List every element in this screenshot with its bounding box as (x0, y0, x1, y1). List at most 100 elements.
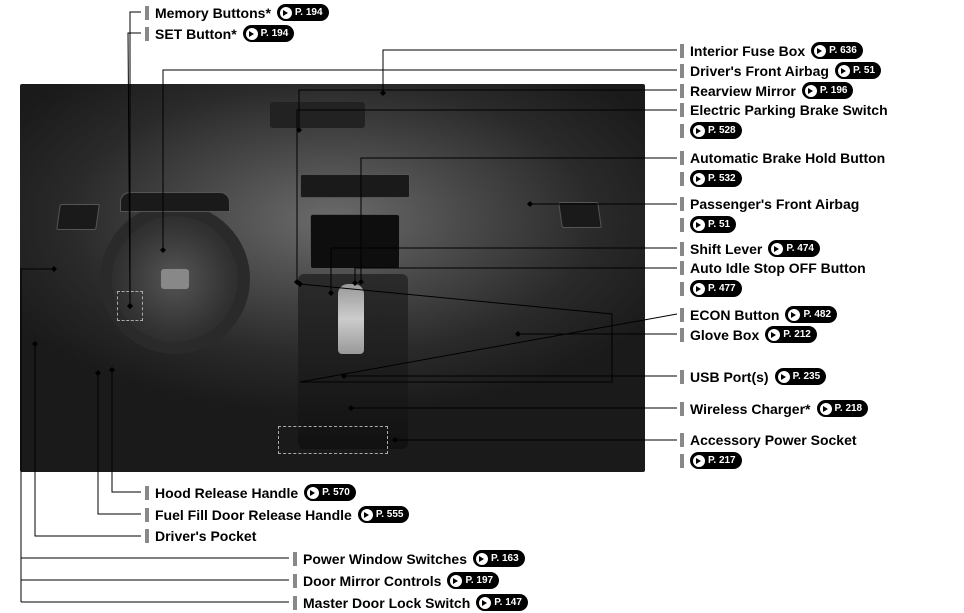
label-tick (145, 486, 149, 500)
label-text: ECON Button (690, 307, 779, 323)
label-text: Memory Buttons* (155, 5, 271, 21)
page-ref-text: P. 147 (494, 597, 522, 608)
dashboard-photo (20, 84, 645, 472)
label-glove-box: Glove Box P. 212 (680, 326, 817, 343)
page-ref-text: P. 528 (708, 125, 736, 136)
arrow-icon (805, 85, 817, 97)
steering-wheel (100, 204, 250, 354)
label-auto-brake-hold: Automatic Brake Hold Button (680, 150, 885, 166)
dashed-box-memory (117, 291, 143, 321)
label-auto-brake-hold-pageref: P. 532 (680, 170, 742, 187)
page-ref-text: P. 570 (322, 487, 350, 498)
page-ref-text: P. 163 (491, 553, 519, 564)
label-tick (680, 84, 684, 98)
label-wireless-charger: Wireless Charger* P. 218 (680, 400, 868, 417)
page-ref-text: P. 555 (376, 509, 404, 520)
label-text: Master Door Lock Switch (303, 595, 470, 611)
page-ref-pill: P. 212 (765, 326, 817, 343)
label-tick (680, 64, 684, 78)
label-auto-idle-stop: Auto Idle Stop OFF Button (680, 260, 866, 276)
arrow-icon (820, 403, 832, 415)
label-text: Glove Box (690, 327, 759, 343)
arrow-icon (814, 45, 826, 57)
label-tick (680, 124, 684, 138)
label-shift-lever: Shift Lever P. 474 (680, 240, 820, 257)
cluster-hood (120, 192, 230, 212)
label-text: Auto Idle Stop OFF Button (690, 260, 866, 276)
page-ref-pill: P. 235 (775, 368, 827, 385)
label-tick (680, 328, 684, 342)
label-text: Rearview Mirror (690, 83, 796, 99)
center-top-vent (300, 174, 410, 198)
label-tick (293, 596, 297, 610)
label-memory-buttons: Memory Buttons* P. 194 (145, 4, 329, 21)
arrow-icon (280, 7, 292, 19)
label-tick (680, 370, 684, 384)
label-tick (293, 574, 297, 588)
page-ref-text: P. 474 (786, 243, 814, 254)
page-ref-pill: P. 217 (690, 452, 742, 469)
page-ref-pill: P. 636 (811, 42, 863, 59)
label-text: Shift Lever (690, 241, 762, 257)
arrow-icon (693, 455, 705, 467)
page-ref-text: P. 51 (853, 65, 875, 76)
right-vent (558, 202, 602, 228)
page-ref-text: P. 482 (803, 309, 831, 320)
arrow-icon (246, 28, 258, 40)
page-ref-text: P. 636 (829, 45, 857, 56)
label-drivers-front-airbag: Driver's Front AirbagP. 51 (680, 62, 881, 79)
label-hood-release: Hood Release HandleP. 570 (145, 484, 356, 501)
page-ref-pill: P. 482 (785, 306, 837, 323)
label-tick (680, 44, 684, 58)
page-ref-text: P. 218 (835, 403, 863, 414)
arrow-icon (778, 371, 790, 383)
arrow-icon (361, 509, 373, 521)
label-tick (145, 6, 149, 20)
label-tick (680, 103, 684, 117)
arrow-icon (768, 329, 780, 341)
page-ref-pill: P. 532 (690, 170, 742, 187)
shifter-shape (338, 284, 364, 354)
label-accessory-socket: Accessory Power Socket (680, 432, 857, 448)
center-screen (310, 214, 400, 269)
page-ref-pill: P. 477 (690, 280, 742, 297)
page-ref-text: P. 235 (793, 371, 821, 382)
label-usb-ports: USB Port(s)P. 235 (680, 368, 826, 385)
arrow-icon (838, 65, 850, 77)
label-tick (680, 454, 684, 468)
label-tick (680, 218, 684, 232)
page-ref-pill: P. 197 (447, 572, 499, 589)
left-vent (56, 204, 100, 230)
dashed-box-accessory (278, 426, 388, 454)
label-interior-fuse-box: Interior Fuse BoxP. 636 (680, 42, 863, 59)
label-econ-button: ECON Button P. 482 (680, 306, 837, 323)
label-fuel-fill-door: Fuel Fill Door Release Handle P. 555 (145, 506, 409, 523)
label-power-window: Power Window Switches P. 163 (293, 550, 525, 567)
label-text: Electric Parking Brake Switch (690, 102, 888, 118)
rearview-mirror-shape (270, 102, 365, 128)
label-text: Door Mirror Controls (303, 573, 441, 589)
label-text: Fuel Fill Door Release Handle (155, 507, 352, 523)
label-electric-parking: Electric Parking Brake Switch (680, 102, 888, 118)
label-passenger-airbag: Passenger's Front Airbag (680, 196, 859, 212)
label-text: Driver's Pocket (155, 528, 256, 544)
label-text: Wireless Charger* (690, 401, 811, 417)
label-tick (145, 508, 149, 522)
label-text: Power Window Switches (303, 551, 467, 567)
label-electric-parking-pageref: P. 528 (680, 122, 742, 139)
label-tick (680, 402, 684, 416)
label-text: Accessory Power Socket (690, 432, 857, 448)
label-rearview-mirror: Rearview Mirror P. 196 (680, 82, 853, 99)
page-ref-text: P. 477 (708, 283, 736, 294)
page-ref-pill: P. 196 (802, 82, 854, 99)
label-tick (680, 172, 684, 186)
page-ref-text: P. 194 (295, 7, 323, 18)
page-ref-pill: P. 218 (817, 400, 869, 417)
page-ref-pill: P. 528 (690, 122, 742, 139)
label-tick (680, 197, 684, 211)
label-master-door-lock: Master Door Lock Switch P. 147 (293, 594, 528, 611)
page-ref-pill: P. 51 (835, 62, 881, 79)
arrow-icon (307, 487, 319, 499)
label-text: Automatic Brake Hold Button (690, 150, 885, 166)
label-accessory-socket-pageref: P. 217 (680, 452, 742, 469)
